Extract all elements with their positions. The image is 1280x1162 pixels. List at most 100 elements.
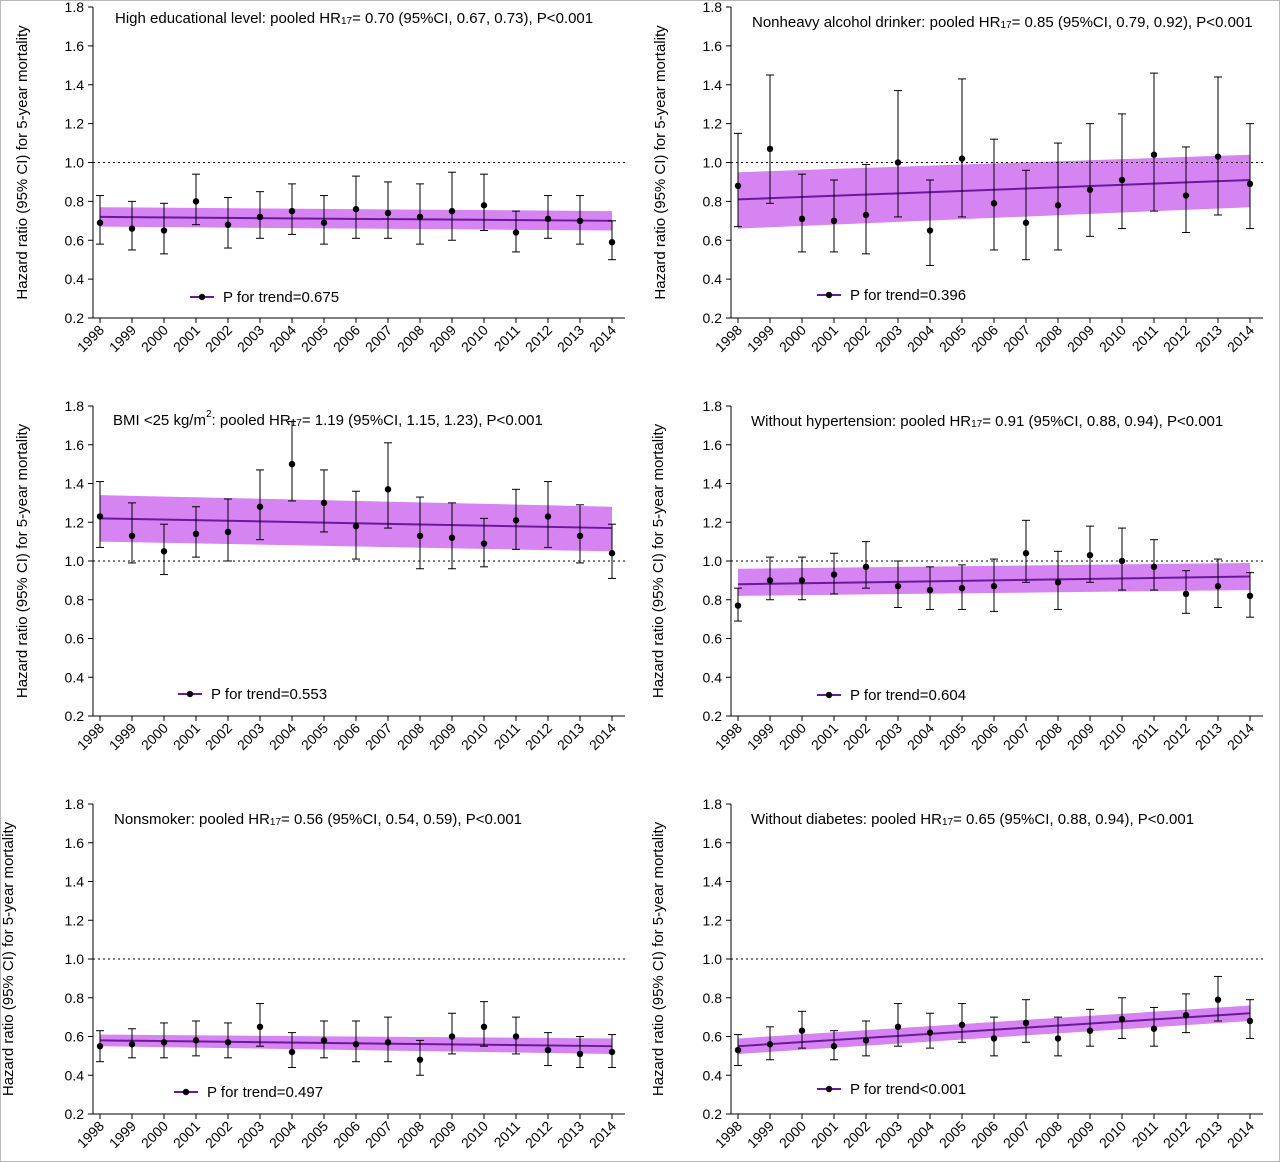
data-point xyxy=(1054,579,1062,586)
data-point xyxy=(608,238,616,246)
x-tick-label: 2002 xyxy=(840,1118,873,1151)
x-tick-label: 2005 xyxy=(936,720,969,753)
data-point xyxy=(830,1042,838,1050)
data-point xyxy=(160,227,168,234)
data-point xyxy=(256,1023,264,1031)
data-point xyxy=(192,530,200,538)
data-point xyxy=(352,205,360,213)
y-axis-label: Hazard ratio (95% CI) for 5-year mortali… xyxy=(650,423,667,698)
data-point xyxy=(1214,153,1222,160)
x-tick-label: 2000 xyxy=(138,1118,171,1151)
x-tick-label: 2006 xyxy=(330,720,363,753)
x-tick-label: 2000 xyxy=(138,322,171,355)
data-point xyxy=(224,528,232,536)
y-tick-label: 0.4 xyxy=(65,271,85,287)
data-point xyxy=(352,522,360,530)
legend: P for trend=0.497 xyxy=(174,1084,323,1101)
data-point xyxy=(958,155,966,162)
y-tick-label: 1.0 xyxy=(65,155,85,171)
data-point xyxy=(480,202,488,209)
data-point xyxy=(766,1041,774,1048)
data-point xyxy=(1118,176,1126,184)
y-tick-label: 0.2 xyxy=(65,708,85,724)
y-tick-label: 1.0 xyxy=(703,155,723,171)
legend-label: P for trend=0.604 xyxy=(850,687,966,704)
y-tick-label: 0.8 xyxy=(703,592,723,608)
data-point xyxy=(160,548,168,555)
x-tick-label: 2007 xyxy=(1000,1118,1033,1151)
x-tick-label: 2006 xyxy=(330,322,363,355)
data-point xyxy=(1246,592,1254,600)
data-point xyxy=(448,207,456,215)
legend-marker xyxy=(198,293,206,301)
legend-marker xyxy=(825,1085,833,1093)
y-tick-label: 0.8 xyxy=(65,990,85,1006)
x-tick-label: 2008 xyxy=(394,322,427,355)
data-point xyxy=(1086,186,1094,193)
x-tick-label: 1998 xyxy=(712,720,745,753)
y-tick-label: 1.0 xyxy=(703,553,723,569)
data-point xyxy=(480,540,488,547)
data-point xyxy=(512,517,520,524)
data-point xyxy=(958,1021,966,1029)
data-point xyxy=(96,1042,104,1050)
data-point xyxy=(224,221,232,228)
y-tick-label: 1.8 xyxy=(65,398,85,414)
y-tick-label: 1.4 xyxy=(65,77,85,93)
panel-title: High educational level: pooled HR17= 0.7… xyxy=(115,10,593,27)
x-tick-label: 1999 xyxy=(106,1118,139,1151)
y-tick-label: 0.6 xyxy=(703,631,723,647)
y-tick-label: 0.6 xyxy=(65,1029,85,1045)
data-point xyxy=(384,486,392,493)
data-point xyxy=(894,159,902,166)
y-tick-label: 1.2 xyxy=(703,514,723,530)
x-tick-label: 2008 xyxy=(394,720,427,753)
x-tick-label: 2000 xyxy=(776,1118,809,1151)
data-point xyxy=(320,219,328,226)
data-point xyxy=(608,1048,616,1056)
x-tick-label: 2004 xyxy=(266,1118,299,1151)
data-point xyxy=(1182,1011,1190,1019)
data-point xyxy=(576,532,584,540)
data-point xyxy=(96,513,104,520)
x-tick-label: 2007 xyxy=(362,1118,395,1151)
data-point xyxy=(576,1050,584,1058)
legend: P for trend<0.001 xyxy=(817,1081,966,1098)
x-tick-label: 2009 xyxy=(426,322,459,355)
chart-panel-5: 0.20.40.60.81.01.21.41.61.81998199920002… xyxy=(0,796,625,1151)
legend-marker xyxy=(186,690,194,698)
data-point xyxy=(1150,151,1158,158)
x-tick-label: 2014 xyxy=(1224,322,1257,355)
data-point xyxy=(1054,1035,1062,1042)
data-point xyxy=(512,229,520,236)
x-tick-label: 2007 xyxy=(1000,720,1033,753)
x-tick-label: 2012 xyxy=(522,1118,555,1151)
x-tick-label: 2008 xyxy=(1032,322,1065,355)
x-tick-label: 2013 xyxy=(554,322,587,355)
data-point xyxy=(830,217,838,225)
data-point xyxy=(1022,219,1030,226)
data-point xyxy=(1054,202,1062,209)
y-tick-label: 0.6 xyxy=(65,631,85,647)
data-point xyxy=(416,532,424,540)
x-tick-label: 2009 xyxy=(1064,720,1097,753)
x-tick-label: 1999 xyxy=(106,322,139,355)
x-tick-label: 2012 xyxy=(522,720,555,753)
y-tick-label: 0.2 xyxy=(703,1106,723,1122)
x-tick-label: 2012 xyxy=(1160,720,1193,753)
legend: P for trend=0.604 xyxy=(817,687,966,704)
data-point xyxy=(128,1041,136,1048)
x-tick-label: 2004 xyxy=(904,322,937,355)
x-tick-label: 1998 xyxy=(712,322,745,355)
data-point xyxy=(990,1035,998,1042)
data-point xyxy=(576,217,584,225)
y-tick-label: 0.4 xyxy=(703,669,723,685)
data-point xyxy=(288,460,296,468)
legend: P for trend=0.553 xyxy=(178,686,327,703)
x-tick-label: 1999 xyxy=(744,720,777,753)
y-tick-label: 1.4 xyxy=(703,476,723,492)
data-point xyxy=(734,1046,742,1054)
data-point xyxy=(288,1048,296,1056)
data-point xyxy=(96,219,104,226)
data-point xyxy=(256,503,264,510)
